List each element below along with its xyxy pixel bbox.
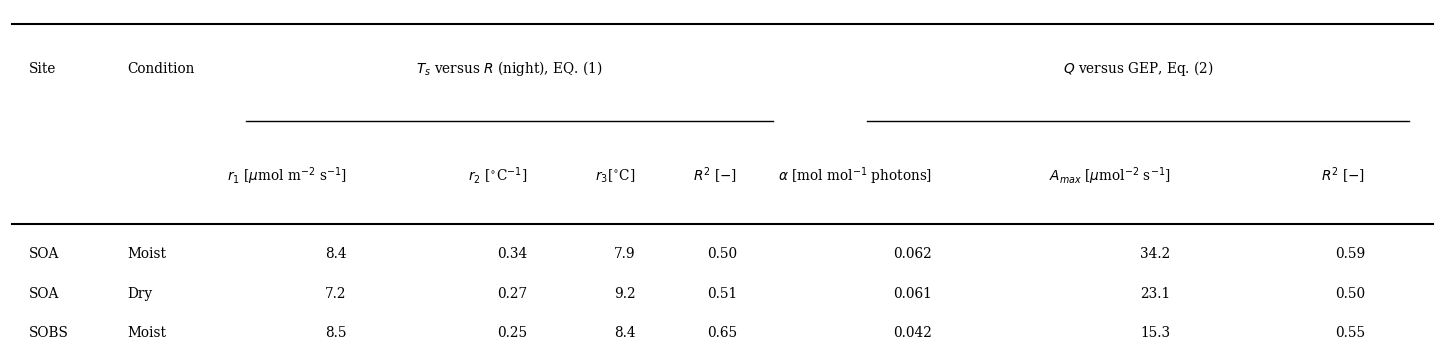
Text: SOA: SOA [29, 247, 59, 261]
Text: 8.4: 8.4 [325, 247, 347, 261]
Text: 8.5: 8.5 [325, 326, 347, 341]
Text: Site: Site [29, 62, 56, 76]
Text: SOBS: SOBS [29, 326, 69, 341]
Text: $r_3$[$^{\circ}$C]: $r_3$[$^{\circ}$C] [595, 167, 636, 185]
Text: 0.062: 0.062 [893, 247, 932, 261]
Text: Condition: Condition [127, 62, 195, 76]
Text: 0.65: 0.65 [707, 326, 737, 341]
Text: $\alpha$ [mol mol$^{-1}$ photons]: $\alpha$ [mol mol$^{-1}$ photons] [777, 165, 932, 187]
Text: 7.2: 7.2 [325, 287, 347, 301]
Text: 0.34: 0.34 [497, 247, 527, 261]
Text: $T_s$ versus $R$ (night), EQ. (1): $T_s$ versus $R$ (night), EQ. (1) [416, 59, 603, 79]
Text: 0.061: 0.061 [893, 287, 932, 301]
Text: 0.50: 0.50 [707, 247, 737, 261]
Text: 0.042: 0.042 [893, 326, 932, 341]
Text: 15.3: 15.3 [1140, 326, 1170, 341]
Text: 7.9: 7.9 [614, 247, 636, 261]
Text: Moist: Moist [127, 326, 166, 341]
Text: Moist: Moist [127, 247, 166, 261]
Text: 0.59: 0.59 [1335, 247, 1366, 261]
Text: $R^2$ [$-$]: $R^2$ [$-$] [694, 166, 737, 186]
Text: 0.27: 0.27 [497, 287, 527, 301]
Text: $A_{max}$ [$\mu$mol$^{-2}$ s$^{-1}$]: $A_{max}$ [$\mu$mol$^{-2}$ s$^{-1}$] [1049, 165, 1170, 187]
Text: $r_2$ [$^{\circ}$C$^{-1}$]: $r_2$ [$^{\circ}$C$^{-1}$] [468, 166, 527, 186]
Text: SOA: SOA [29, 287, 59, 301]
Text: $r_1$ [$\mu$mol m$^{-2}$ s$^{-1}$]: $r_1$ [$\mu$mol m$^{-2}$ s$^{-1}$] [227, 165, 347, 187]
Text: 8.4: 8.4 [614, 326, 636, 341]
Text: 34.2: 34.2 [1140, 247, 1170, 261]
Text: Dry: Dry [127, 287, 152, 301]
Text: 0.50: 0.50 [1335, 287, 1366, 301]
Text: 9.2: 9.2 [614, 287, 636, 301]
Text: 0.55: 0.55 [1335, 326, 1366, 341]
Text: $Q$ versus GEP, Eq. (2): $Q$ versus GEP, Eq. (2) [1062, 59, 1214, 79]
Text: $R^2$ [$-$]: $R^2$ [$-$] [1322, 166, 1366, 186]
Text: 0.51: 0.51 [707, 287, 737, 301]
Text: 0.25: 0.25 [497, 326, 527, 341]
Text: 23.1: 23.1 [1140, 287, 1170, 301]
